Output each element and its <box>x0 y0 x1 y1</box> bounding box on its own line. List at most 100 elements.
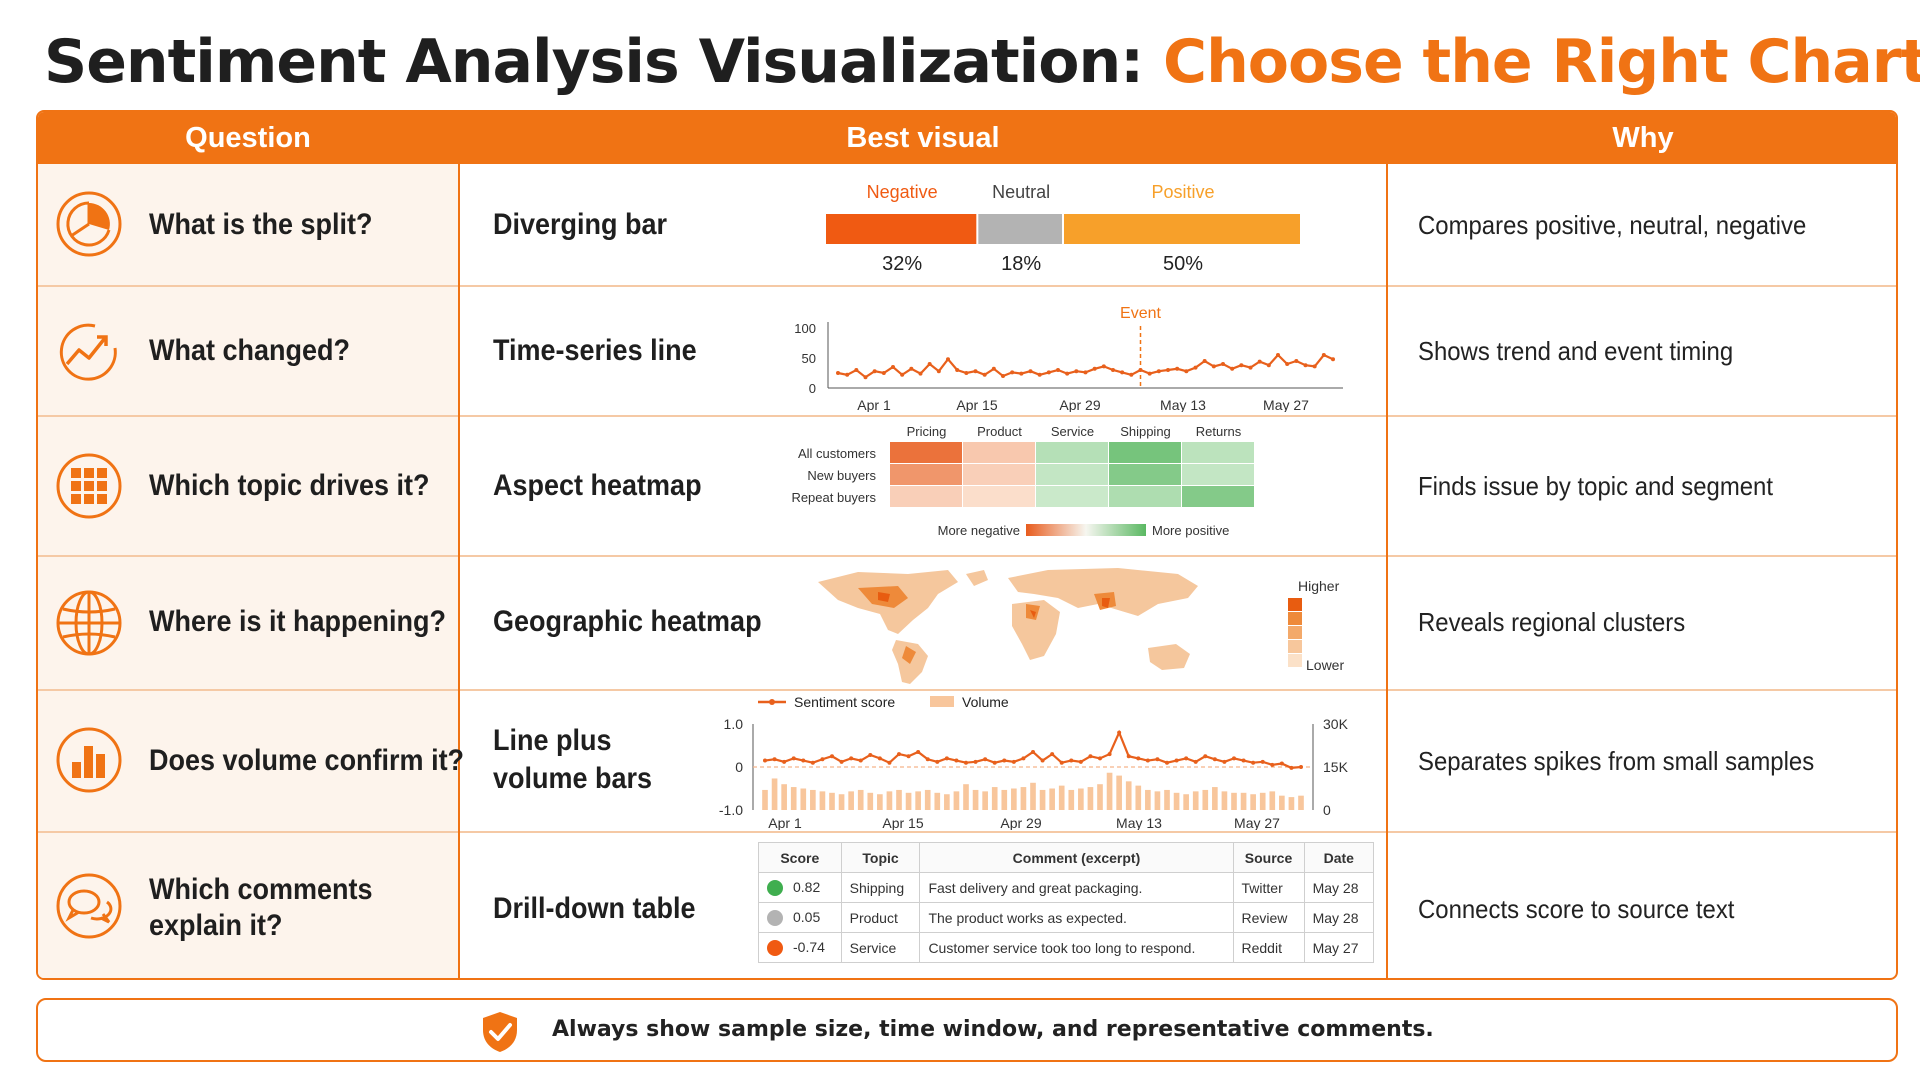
data-point <box>763 758 767 763</box>
data-point <box>1303 363 1308 368</box>
volume-bar <box>1125 781 1132 810</box>
bar-neutral <box>978 214 1062 244</box>
data-point <box>1107 752 1112 757</box>
data-point <box>872 369 877 374</box>
volume-bar <box>1039 789 1046 810</box>
data-point <box>935 759 940 764</box>
data-point <box>1221 362 1225 366</box>
data-point <box>1129 372 1134 377</box>
volume-bar <box>1279 795 1285 810</box>
bar-positive <box>1064 214 1300 244</box>
data-point <box>1156 369 1161 374</box>
data-point <box>1120 370 1125 375</box>
data-point <box>1289 765 1294 770</box>
data-point <box>1101 364 1106 369</box>
volume-bar <box>982 791 988 810</box>
sentiment-dot-negative <box>767 940 783 957</box>
volume-bar <box>781 784 787 810</box>
legend-bar-swatch <box>930 696 954 707</box>
banner-text: Always show sample size, time window, an… <box>552 1017 1434 1042</box>
data-point <box>973 759 978 764</box>
heatmap-cell <box>1182 442 1254 463</box>
bar-value-label: 50% <box>1163 253 1203 275</box>
row-divider <box>38 555 1896 557</box>
data-point <box>1212 757 1217 762</box>
row-comments-question-cell <box>38 833 458 978</box>
bar-negative <box>826 214 977 244</box>
why-text: Finds issue by topic and segment <box>1418 471 1774 501</box>
why-text: Reveals regional clusters <box>1418 607 1686 637</box>
heatmap-cell <box>1109 486 1181 507</box>
data-point <box>1046 370 1051 375</box>
legend-swatch <box>1288 612 1302 625</box>
volume-bar <box>1030 782 1036 810</box>
data-point <box>1257 359 1262 364</box>
row-divider <box>38 831 1896 833</box>
data-point <box>1202 359 1207 363</box>
cell-comment: The product works as expected. <box>919 902 1234 933</box>
volume-bar <box>1106 772 1113 810</box>
data-point <box>863 375 868 380</box>
data-point <box>897 752 901 757</box>
shield-check-icon <box>483 1012 517 1052</box>
data-point <box>836 371 840 375</box>
volume-bar <box>867 792 874 810</box>
volume-bar <box>1183 794 1189 810</box>
heatmap-column-label: Service <box>1051 424 1094 439</box>
volume-bar <box>1269 791 1276 810</box>
question-text: Does volume confirm it? <box>149 744 465 777</box>
data-point <box>858 758 863 763</box>
map-africa <box>1012 600 1060 660</box>
volume-bar <box>896 789 902 810</box>
heatmap-column-label: Returns <box>1196 424 1242 439</box>
aspect-heatmap: Pricing Product Service Shipping Returns All … <box>791 424 1254 538</box>
data-point <box>1092 366 1097 371</box>
data-point <box>1331 357 1335 362</box>
visual-name: Time-series line <box>493 334 697 367</box>
volume-bar <box>1221 791 1228 810</box>
heatmap-cell <box>1109 442 1181 463</box>
pie-chart-icon <box>56 191 122 257</box>
data-point <box>1126 754 1131 759</box>
data-point <box>1074 369 1079 374</box>
x-tick-label: Apr 15 <box>882 815 923 830</box>
heatmap-cell <box>890 442 962 463</box>
volume-bar <box>771 778 778 810</box>
data-point <box>991 366 996 371</box>
question-text: What changed? <box>149 334 351 367</box>
page-title: Sentiment Analysis Visualization: Choose… <box>44 22 1920 102</box>
visual-name: Diverging bar <box>493 208 668 241</box>
data-point <box>909 366 914 371</box>
row-change-question-cell <box>38 287 458 415</box>
data-point <box>1270 762 1275 767</box>
data-point <box>772 757 777 762</box>
time-series-chart: 100 50 0 Apr 1 Apr 15 Apr 29 May 13 May 27 Event <box>794 305 1343 412</box>
data-point <box>1069 758 1074 763</box>
bar-category-label: Positive <box>1151 182 1214 202</box>
volume-bar <box>1087 787 1094 810</box>
x-tick-label: May 27 <box>1234 815 1280 830</box>
volume-bar <box>934 792 941 810</box>
cell-topic: Service <box>840 932 921 963</box>
data-point <box>1136 756 1141 761</box>
volume-bar <box>1240 792 1247 810</box>
data-point <box>1279 761 1284 766</box>
data-point <box>782 759 787 764</box>
data-point <box>810 760 815 765</box>
visual-name: Drill-down table <box>493 892 696 925</box>
data-point <box>955 368 960 372</box>
volume-bar <box>1078 788 1084 810</box>
col-score: Score <box>758 842 842 873</box>
data-point <box>927 362 932 366</box>
line-volume-chart: 1.0 0 -1.0 30K 15K 0 Apr 1 Apr 15 Apr 29 May 13 Ma… <box>719 694 1349 830</box>
heatmap-cell <box>890 486 962 507</box>
volume-bar <box>1058 785 1065 810</box>
cell-date: May 27 <box>1303 932 1375 963</box>
data-point <box>854 368 859 372</box>
data-point <box>1193 365 1198 370</box>
data-point <box>1083 370 1088 375</box>
data-point <box>925 757 930 762</box>
data-point <box>1138 368 1143 372</box>
data-point <box>992 760 997 765</box>
volume-bar <box>905 792 912 810</box>
